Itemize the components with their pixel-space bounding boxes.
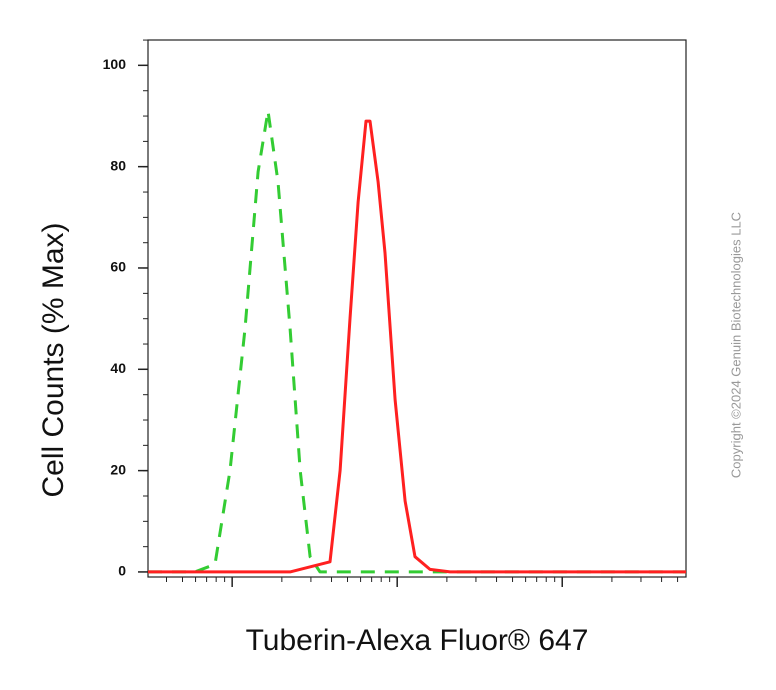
y-tick-label: 40 xyxy=(110,360,126,376)
y-tick-label: 60 xyxy=(110,259,126,275)
y-tick-label: 20 xyxy=(110,461,126,477)
watermark: Copyright ©2024 Genuin Biotechnologies L… xyxy=(728,212,743,478)
series-line xyxy=(148,119,686,574)
plot-frame xyxy=(147,39,687,578)
y-axis-label: Cell Counts (% Max) xyxy=(37,222,70,497)
y-tick-label: 0 xyxy=(118,563,126,579)
x-axis-label: Tuberin-Alexa Fluor® 647 xyxy=(246,624,589,657)
series-line xyxy=(148,109,686,574)
y-tick-label: 100 xyxy=(103,56,127,72)
y-tick-label: 80 xyxy=(110,157,126,173)
